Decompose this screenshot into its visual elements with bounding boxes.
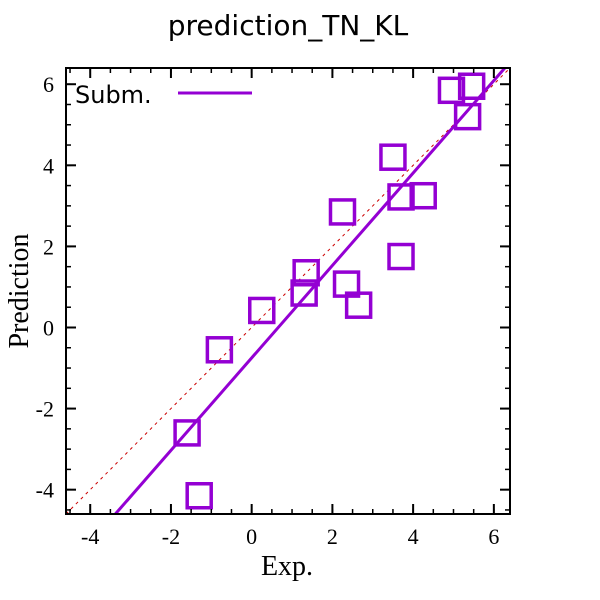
data-point-12 bbox=[387, 242, 415, 271]
x-tick-label: 2 bbox=[327, 524, 338, 549]
data-point-5 bbox=[290, 279, 318, 307]
y-tick-label: 4 bbox=[43, 153, 54, 178]
data-point-2 bbox=[185, 482, 213, 510]
x-tick-label: -2 bbox=[162, 524, 180, 549]
data-point-11 bbox=[387, 183, 415, 211]
y-tick-label: 6 bbox=[43, 72, 54, 97]
data-point-4 bbox=[248, 296, 276, 325]
y-tick-label: -4 bbox=[36, 478, 54, 503]
data-point-6 bbox=[292, 259, 320, 287]
data-point-16 bbox=[457, 72, 486, 100]
data-point-13 bbox=[409, 181, 437, 210]
data-point-14 bbox=[437, 76, 466, 105]
data-point-7 bbox=[328, 198, 357, 226]
data-point-15 bbox=[453, 102, 482, 131]
data-point-9 bbox=[344, 291, 373, 319]
y-axis-label: Prediction bbox=[4, 233, 35, 348]
data-point-3 bbox=[205, 336, 234, 364]
x-tick-label: 6 bbox=[488, 524, 499, 549]
chart-title: prediction_TN_KL bbox=[168, 9, 409, 42]
tick-labels: -4 -2 0 2 4 6 -4 -2 0 2 4 6 bbox=[36, 72, 500, 549]
data-point-1 bbox=[173, 419, 201, 447]
y-tick-label: 2 bbox=[43, 234, 54, 259]
data-point-10 bbox=[379, 143, 407, 171]
fit-line bbox=[113, 68, 507, 514]
y-tick-label: -2 bbox=[36, 397, 54, 422]
plot-area bbox=[66, 68, 510, 514]
axis-ticks bbox=[66, 68, 510, 514]
x-tick-label: -4 bbox=[81, 524, 99, 549]
x-tick-label: 0 bbox=[246, 524, 257, 549]
x-tick-label: 4 bbox=[408, 524, 419, 549]
x-axis-label: Exp. bbox=[261, 551, 313, 582]
legend: Subm. bbox=[75, 81, 252, 109]
legend-label: Subm. bbox=[75, 81, 152, 109]
plot-frame bbox=[65, 67, 511, 515]
reference-line bbox=[66, 68, 510, 514]
y-tick-label: 0 bbox=[43, 315, 54, 340]
